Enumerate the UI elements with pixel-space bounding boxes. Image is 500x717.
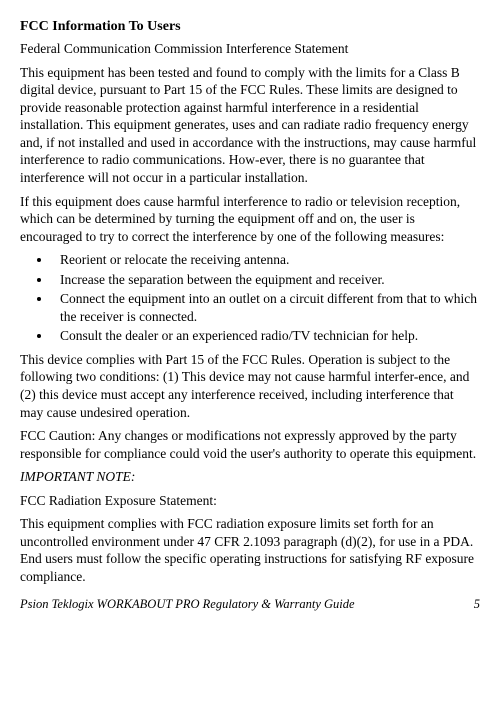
paragraph-6: This equipment complies with FCC radiati… <box>20 515 480 585</box>
page-footer: Psion Teklogix WORKABOUT PRO Regulatory … <box>20 596 480 612</box>
footer-page-number: 5 <box>474 596 480 612</box>
list-item: Consult the dealer or an experienced rad… <box>52 327 480 345</box>
paragraph-1: This equipment has been tested and found… <box>20 64 480 187</box>
important-note-label: IMPORTANT NOTE: <box>20 468 480 486</box>
list-item: Reorient or relocate the receiving anten… <box>52 251 480 269</box>
footer-title: Psion Teklogix WORKABOUT PRO Regulatory … <box>20 596 355 612</box>
section-heading: FCC Information To Users <box>20 18 480 36</box>
subheading: Federal Communication Commission Interfe… <box>20 40 480 58</box>
paragraph-2: If this equipment does cause harmful int… <box>20 193 480 246</box>
bullet-list: Reorient or relocate the receiving anten… <box>20 251 480 345</box>
paragraph-4: FCC Caution: Any changes or modification… <box>20 427 480 462</box>
list-item: Increase the separation between the equi… <box>52 271 480 289</box>
list-item: Connect the equipment into an outlet on … <box>52 290 480 325</box>
paragraph-3: This device complies with Part 15 of the… <box>20 351 480 421</box>
paragraph-5: FCC Radiation Exposure Statement: <box>20 492 480 510</box>
